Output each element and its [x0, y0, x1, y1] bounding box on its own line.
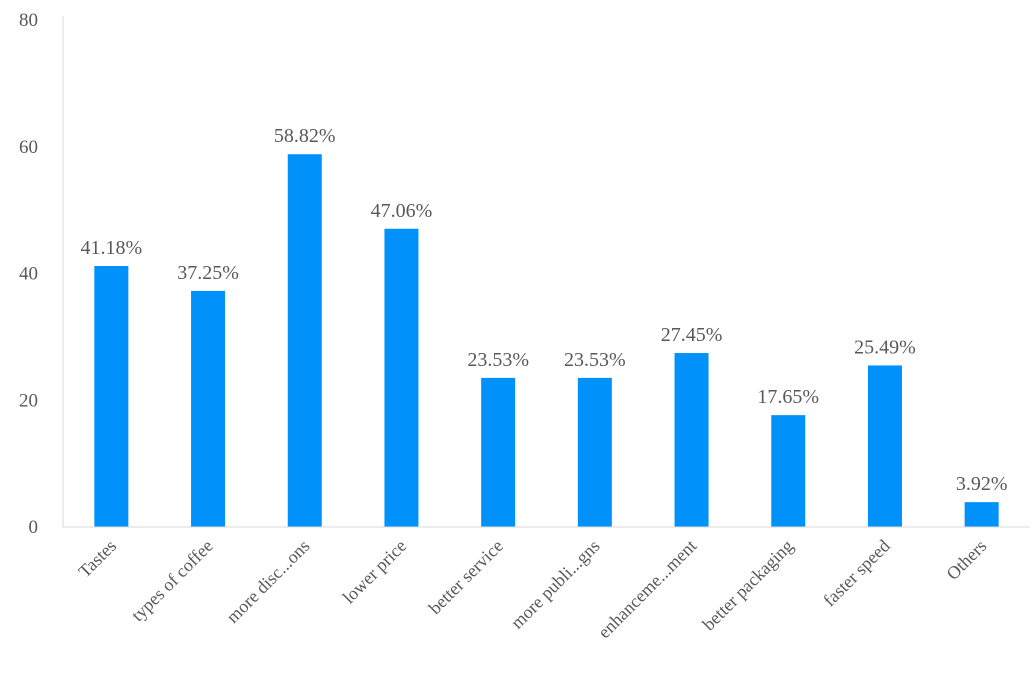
category-label: better service: [425, 536, 507, 618]
data-label: 23.53%: [564, 349, 626, 371]
bars: [94, 154, 999, 527]
category-label: Others: [942, 536, 990, 584]
data-label: 37.25%: [177, 262, 239, 284]
category-label: enhanceme...ment: [594, 536, 700, 642]
data-label: 47.06%: [371, 200, 433, 222]
bar: [577, 377, 612, 527]
data-labels: 41.18% 37.25% 58.82% 47.06% 23.53% 23.53% 27.4…: [81, 125, 1008, 495]
data-label: 41.18%: [81, 237, 143, 259]
y-tick-label: 80: [19, 10, 38, 31]
bar: [481, 377, 516, 527]
data-label: 27.45%: [661, 324, 723, 346]
bar: [287, 154, 322, 527]
category-label: more disc...ons: [222, 536, 313, 627]
data-label: 25.49%: [854, 336, 916, 358]
y-tick-label: 60: [19, 137, 38, 158]
y-tick-label: 20: [19, 390, 38, 411]
bar: [191, 290, 226, 527]
category-label: Tastes: [74, 536, 120, 582]
data-label: 17.65%: [757, 386, 819, 408]
data-label: 3.92%: [956, 473, 1008, 495]
y-tick-labels: 0 20 40 60 80: [19, 10, 38, 538]
bar: [771, 415, 806, 527]
bar: [867, 365, 902, 527]
category-label: lower price: [339, 536, 411, 608]
data-label: 58.82%: [274, 125, 336, 147]
category-label: more publi...gns: [507, 536, 604, 633]
category-label: better packaging: [698, 536, 797, 635]
y-tick-label: 0: [29, 517, 39, 538]
bar: [964, 502, 999, 527]
category-label: types of coffee: [127, 536, 217, 626]
bar: [384, 228, 419, 527]
category-labels: Tastes types of coffee more disc...ons lowe…: [74, 536, 990, 642]
bar: [674, 353, 709, 527]
y-tick-label: 40: [19, 264, 38, 285]
data-label: 23.53%: [467, 349, 529, 371]
bar: [94, 266, 129, 527]
category-label: faster speed: [819, 536, 894, 611]
